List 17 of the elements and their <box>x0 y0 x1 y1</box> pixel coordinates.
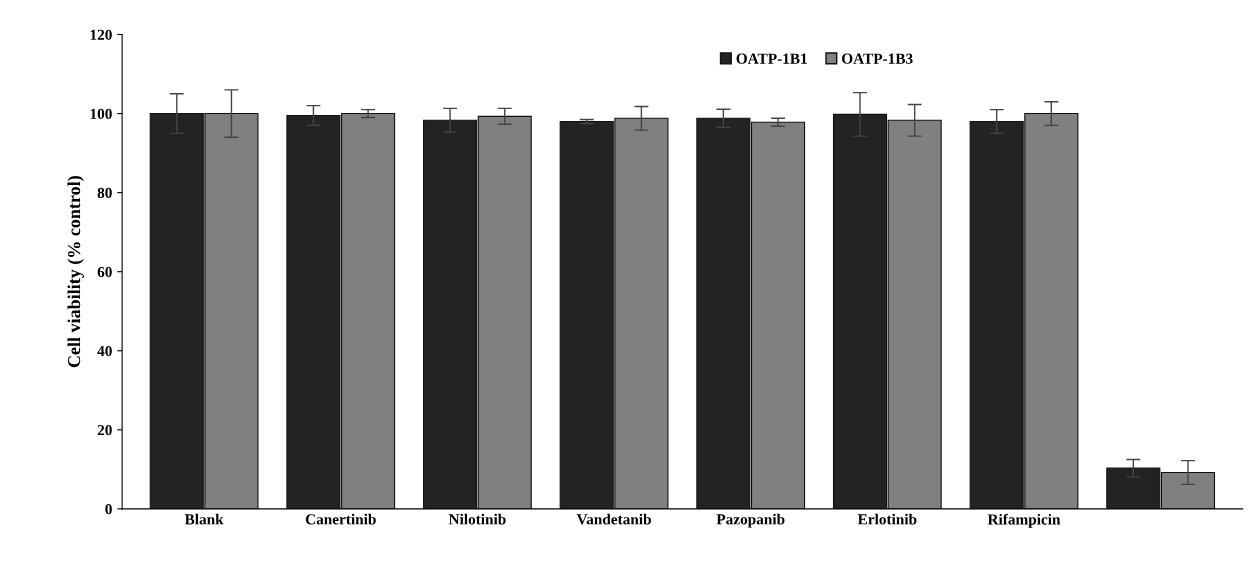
y-axis-title: Cell viability (% control) <box>67 176 84 368</box>
y-tick-label: 120 <box>90 29 112 40</box>
x-tick-label: Erlotinib <box>857 513 917 525</box>
y-tick-label: 100 <box>90 108 112 120</box>
x-tick-label: Rifampicin <box>987 513 1061 528</box>
x-tick-label: Canertinib <box>305 513 376 525</box>
y-tick-label: 0 <box>105 504 112 515</box>
y-tick-label: 40 <box>97 345 112 357</box>
legend-label: OATP-1B1 <box>736 53 807 64</box>
x-tick-label: Nilotinib <box>448 513 506 525</box>
x-tick-label: Pazopanib <box>716 513 785 528</box>
legend-label: OATP-1B3 <box>842 53 913 64</box>
x-tick-label: Vandetanib <box>576 513 651 525</box>
y-tick-label: 60 <box>97 266 112 278</box>
x-tick-label: Blank <box>184 513 224 525</box>
y-tick-label: 80 <box>97 187 112 199</box>
y-tick-label: 20 <box>97 424 112 436</box>
